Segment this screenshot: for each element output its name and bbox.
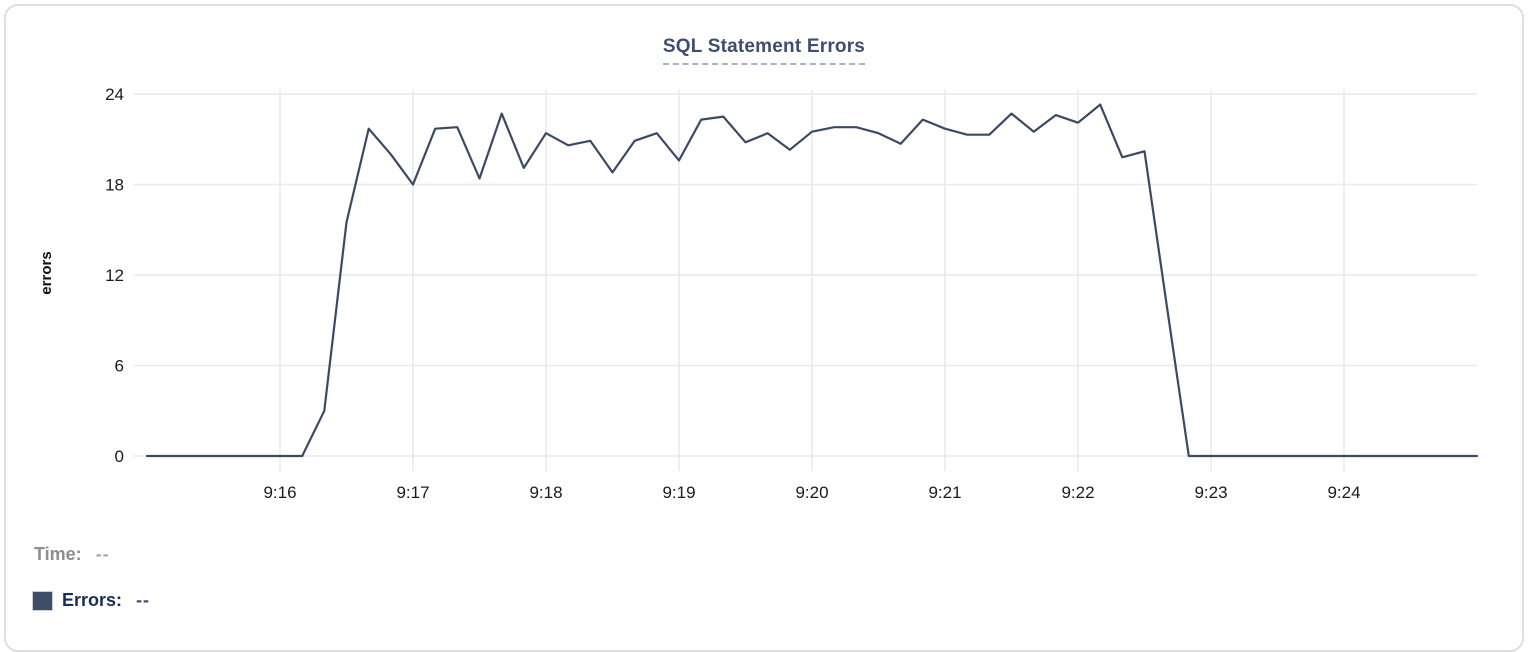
x-tick-label: 9:24	[1327, 483, 1360, 502]
errors-series-swatch-icon	[32, 590, 53, 611]
y-axis-title: errors	[38, 251, 55, 294]
x-tick-label: 9:22	[1061, 483, 1094, 502]
x-tick-label: 9:19	[662, 483, 695, 502]
y-tick-label: 24	[105, 85, 124, 104]
x-tick-label: 9:21	[928, 483, 961, 502]
tooltip-time-row: Time: --	[34, 544, 110, 565]
tooltip-errors-label: Errors:	[62, 590, 123, 610]
tooltip-errors-value: --	[136, 590, 151, 610]
sql-statement-errors-chart[interactable]: 0 6 12 18 24 9:16 9:17 9:18 9:19 9:20 9:21 9:22 9:23…	[6, 6, 1528, 518]
y-tick-label: 6	[115, 357, 124, 376]
x-tick-label: 9:23	[1194, 483, 1227, 502]
y-tick-label: 18	[105, 176, 124, 195]
chart-card: SQL Statement Errors 0 6 12 18 24 9:16 9:17 9:1…	[4, 4, 1524, 652]
x-tick-label: 9:18	[529, 483, 562, 502]
tooltip-errors-row: Errors: --	[32, 590, 150, 611]
x-tick-label: 9:16	[263, 483, 296, 502]
y-tick-label: 0	[115, 447, 124, 466]
chart-header: SQL Statement Errors	[6, 36, 1522, 65]
x-tick-label: 9:20	[795, 483, 828, 502]
chart-plot-area[interactable]: 0 6 12 18 24 9:16 9:17 9:18 9:19 9:20 9:21 9:22 9:23…	[6, 6, 1528, 518]
errors-series-line[interactable]	[145, 103, 1479, 458]
chart-title-link[interactable]: SQL Statement Errors	[662, 36, 866, 65]
y-tick-label: 12	[105, 266, 124, 285]
tooltip-time-label: Time:	[34, 544, 82, 564]
tooltip-time-value: --	[95, 544, 110, 564]
x-tick-label: 9:17	[396, 483, 429, 502]
